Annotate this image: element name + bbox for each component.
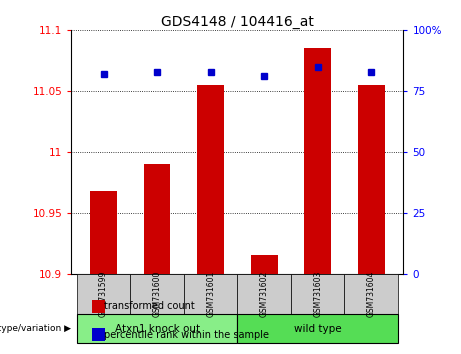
- Bar: [237, 274, 291, 314]
- Bar: [130, 274, 184, 314]
- Text: GSM731601: GSM731601: [206, 271, 215, 317]
- Bar: [90, 191, 117, 274]
- Text: genotype/variation ▶: genotype/variation ▶: [0, 324, 71, 333]
- Bar: [77, 274, 130, 314]
- Bar: [184, 274, 237, 314]
- Text: percentile rank within the sample: percentile rank within the sample: [104, 330, 269, 339]
- Text: GSM731599: GSM731599: [99, 271, 108, 317]
- Text: Atxn1 knock out: Atxn1 knock out: [114, 324, 200, 334]
- Bar: [237, 314, 398, 343]
- Text: GSM731603: GSM731603: [313, 271, 322, 317]
- Text: GSM731600: GSM731600: [153, 271, 162, 317]
- Text: GSM731604: GSM731604: [367, 271, 376, 317]
- Bar: [197, 85, 224, 274]
- Bar: [251, 256, 278, 274]
- Bar: [77, 314, 237, 343]
- Bar: [291, 274, 344, 314]
- Bar: [304, 48, 331, 274]
- Text: wild type: wild type: [294, 324, 342, 334]
- Text: GSM731602: GSM731602: [260, 271, 269, 317]
- Title: GDS4148 / 104416_at: GDS4148 / 104416_at: [161, 15, 314, 29]
- Bar: [358, 85, 384, 274]
- Bar: [344, 274, 398, 314]
- Text: transformed count: transformed count: [104, 301, 195, 311]
- Bar: [144, 164, 171, 274]
